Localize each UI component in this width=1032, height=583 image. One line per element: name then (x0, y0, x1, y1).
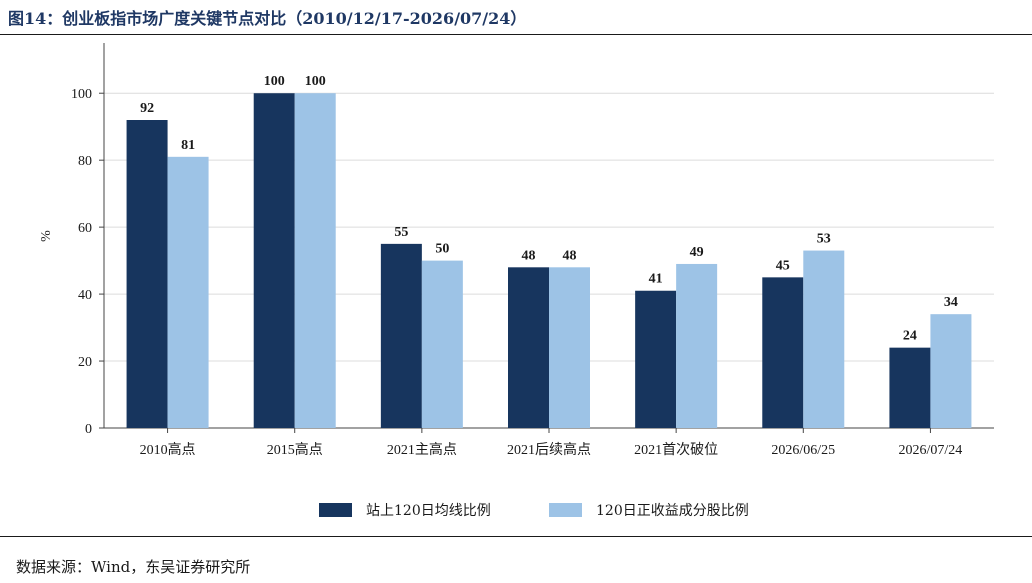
legend-label: 站上120日均线比例 (366, 503, 491, 519)
data-label: 24 (903, 329, 917, 344)
data-label: 100 (305, 74, 326, 89)
y-tick-label: 20 (78, 355, 92, 370)
source-note: 数据来源：Wind，东吴证券研究所 (16, 558, 251, 576)
bar (676, 263, 718, 428)
data-label: 81 (181, 138, 195, 153)
bar (930, 314, 972, 428)
bar (253, 93, 295, 428)
bars (126, 93, 972, 428)
data-label: 45 (776, 258, 790, 273)
x-tick-label: 2015高点 (267, 441, 323, 458)
x-tick-label: 2021后续高点 (507, 441, 591, 458)
bar (167, 156, 209, 428)
data-label: 100 (264, 74, 285, 89)
bar (549, 267, 590, 428)
x-tick-label: 2021主高点 (387, 441, 457, 458)
bar (889, 347, 931, 428)
bar (294, 93, 336, 428)
y-tick-label: 0 (85, 422, 92, 437)
legend-swatch (549, 503, 582, 517)
bar (803, 250, 845, 428)
x-tick-label: 2026/07/24 (899, 443, 963, 458)
y-tick-label: 100 (71, 87, 92, 102)
source-rule (0, 536, 1032, 537)
data-label: 92 (140, 101, 154, 116)
data-label: 41 (649, 272, 663, 287)
data-label: 48 (563, 248, 577, 263)
data-label: 53 (817, 232, 831, 247)
y-axis-label: % (39, 230, 54, 242)
legend-label: 120日正收益成分股比例 (596, 503, 749, 519)
legend: 站上120日均线比例 120日正收益成分股比例 (319, 503, 749, 519)
bar (421, 260, 463, 428)
y-tick-label: 80 (78, 154, 92, 169)
legend-swatch (319, 503, 352, 517)
bar (126, 120, 168, 428)
figure-title: 图14：创业板指市场广度关键节点对比（2010/12/17-2026/07/24… (8, 9, 527, 28)
data-label: 34 (944, 295, 958, 310)
title-rule (0, 34, 1032, 35)
x-tick-label: 2021首次破位 (634, 442, 718, 458)
data-label: 55 (394, 225, 408, 240)
bar (380, 243, 422, 428)
y-tick-label: 40 (78, 288, 92, 303)
x-tick-label: 2026/06/25 (771, 443, 835, 458)
data-label: 48 (522, 248, 536, 263)
y-tick-label: 60 (78, 221, 92, 236)
data-label: 49 (690, 245, 704, 260)
value-labels: 92 81 100 100 55 50 48 48 41 49 45 53 24 34 (140, 74, 958, 343)
bar (762, 277, 804, 428)
bar (635, 290, 677, 428)
x-tick-label: 2010高点 (140, 441, 196, 458)
data-label: 50 (435, 242, 449, 257)
bar (508, 267, 549, 428)
